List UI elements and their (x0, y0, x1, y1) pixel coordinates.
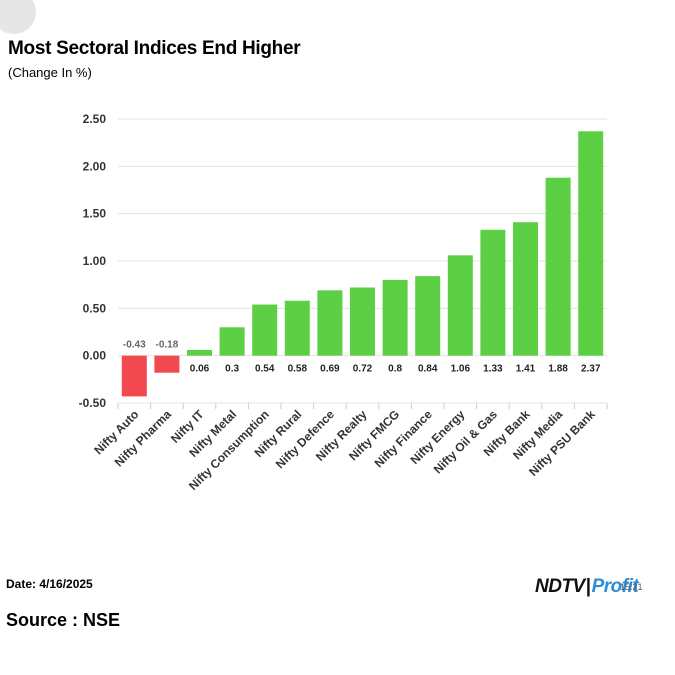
data-label: 1.41 (516, 364, 536, 375)
data-label: 0.54 (255, 364, 275, 375)
bar (284, 300, 310, 356)
date-label: Date: 4/16/2025 (6, 577, 93, 591)
bar (382, 279, 408, 356)
data-label: -0.43 (123, 340, 146, 351)
bar (578, 131, 604, 356)
bar (513, 222, 538, 356)
bar (121, 355, 147, 397)
data-label: 0.84 (418, 364, 438, 375)
logo-sub: Profit (591, 576, 639, 597)
bar-chart: -0.500.000.501.001.502.002.50-0.43Nifty … (79, 112, 608, 493)
data-label: 1.33 (483, 364, 503, 375)
data-label: 0.3 (225, 364, 239, 375)
bar (187, 349, 212, 356)
y-tick-label: 2.50 (83, 112, 107, 126)
y-tick-label: 1.50 (83, 207, 107, 221)
bar (350, 287, 375, 356)
data-label: 0.69 (320, 364, 340, 375)
data-label: 2.37 (581, 364, 601, 375)
data-label: 0.8 (388, 364, 402, 375)
bar (154, 355, 180, 373)
y-tick-label: 0.50 (83, 301, 107, 315)
bar (252, 304, 278, 356)
timestamp: 15:31 (620, 582, 643, 592)
bar (317, 290, 343, 356)
bar (447, 255, 473, 356)
bar (545, 177, 571, 356)
y-tick-label: 1.00 (83, 254, 107, 268)
y-tick-label: 0.00 (83, 349, 107, 363)
ndtv-profit-logo: NDTV|Profit (535, 576, 639, 598)
chart-title: Most Sectoral Indices End Higher (8, 38, 301, 59)
y-tick-label: 2.00 (83, 159, 107, 173)
bar (415, 276, 441, 356)
data-label: 1.06 (451, 364, 471, 375)
y-tick-label: -0.50 (79, 396, 107, 410)
data-label: 0.72 (353, 364, 373, 375)
chart-subtitle: (Change In %) (8, 65, 92, 80)
logo-separator: | (585, 576, 591, 597)
data-label: 0.06 (190, 364, 210, 375)
data-label: -0.18 (156, 340, 179, 351)
data-label: 1.88 (548, 364, 568, 375)
data-label: 0.58 (288, 364, 308, 375)
bar (480, 229, 506, 356)
logo-brand: NDTV (535, 576, 585, 597)
bar (219, 327, 245, 356)
source-label: Source : NSE (6, 610, 121, 630)
